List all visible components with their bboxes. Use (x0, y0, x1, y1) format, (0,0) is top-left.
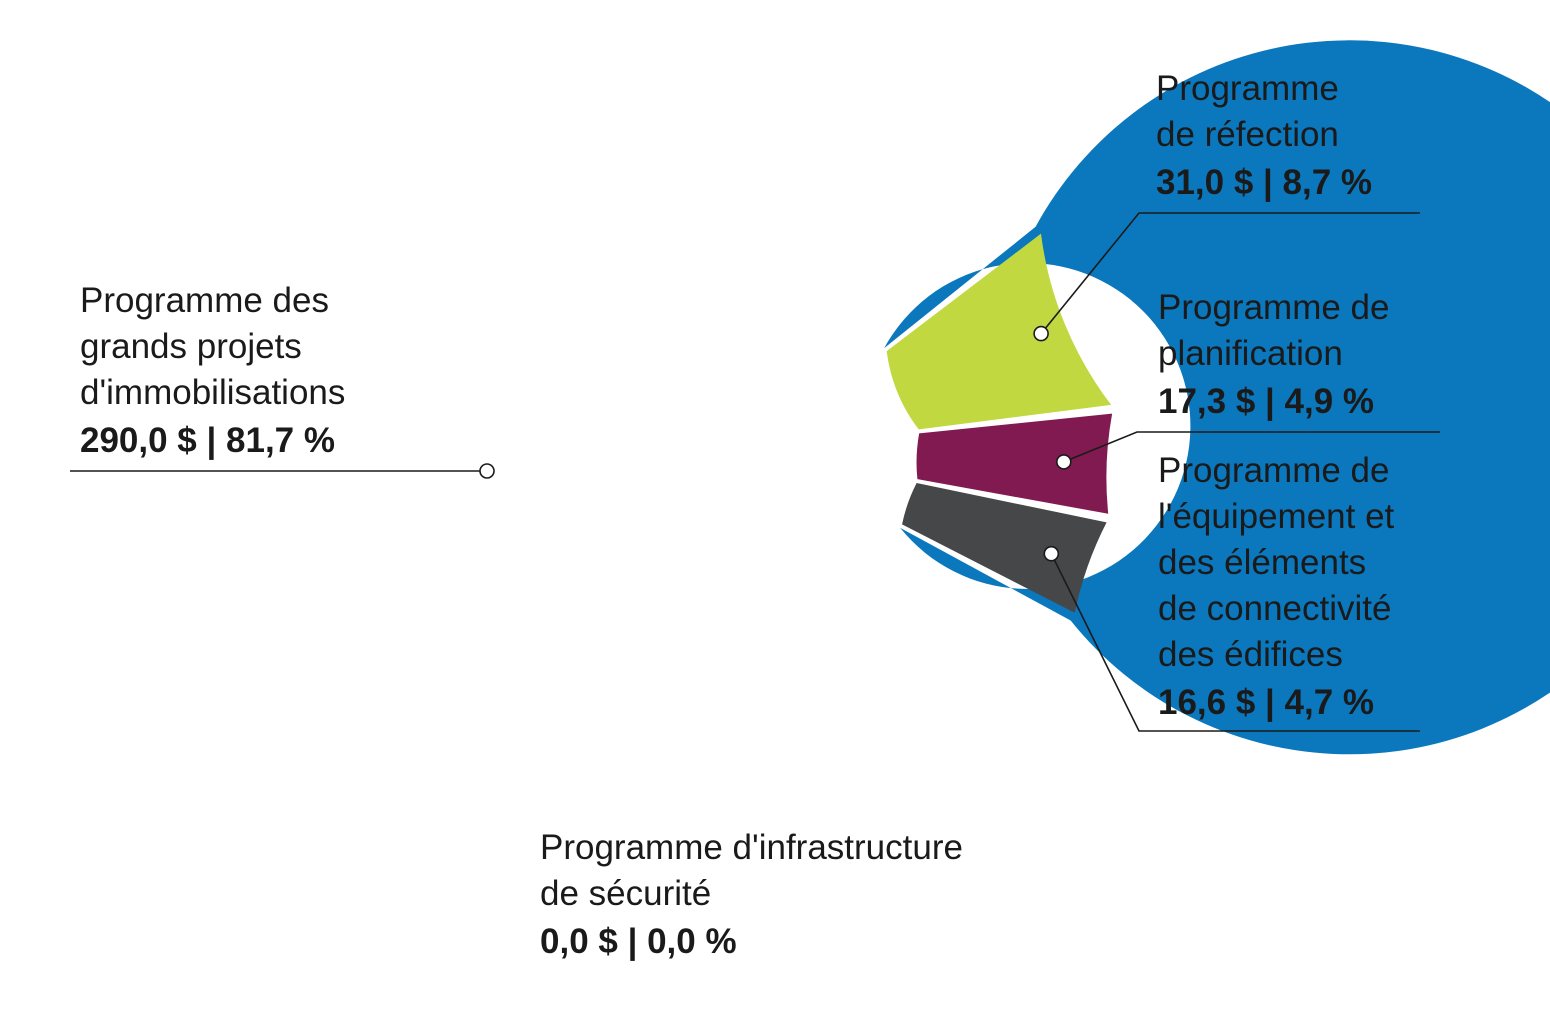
leader-dot (1033, 325, 1049, 342)
slice-label-refection: Programme de réfection 31,0 $ | 8,7 % (1156, 66, 1372, 206)
leader-dot (1043, 545, 1060, 562)
slice-label-line: Programme de (1158, 451, 1390, 490)
slice-label-line: de connectivité (1158, 589, 1392, 628)
leader-dot (479, 463, 495, 479)
leader-dot (1056, 454, 1072, 470)
slice-equipement (902, 483, 1107, 613)
slice-label-line: l'équipement et (1158, 497, 1395, 536)
slice-label-equipement: Programme de l'équipement et des élément… (1158, 448, 1394, 726)
slice-label-line: Programme des (80, 281, 329, 320)
slice-label-line: des éléments (1158, 543, 1367, 582)
slice-label-line: de sécurité (540, 874, 712, 913)
slice-label-securite: Programme d'infrastructure de sécurité 0… (540, 825, 963, 965)
slice-label-line: Programme de (1158, 288, 1390, 327)
slice-grands-projets (884, 40, 1550, 755)
slice-label-line: de réfection (1156, 115, 1339, 154)
slice-label-line: grands projets (80, 327, 302, 366)
slice-value-label: 16,6 $ | 4,7 % (1158, 683, 1375, 722)
slice-label-grands-projets: Programme des grands projets d'immobilis… (80, 278, 345, 464)
leader-line (1040, 212, 1420, 335)
slice-refection (886, 233, 1112, 430)
leader-line (1063, 431, 1440, 463)
slice-label-line: des édifices (1158, 635, 1343, 674)
slice-label-line: d'immobilisations (80, 373, 346, 412)
slice-value-label: 0,0 $ | 0,0 % (540, 922, 737, 961)
leader-line (1050, 553, 1420, 732)
slice-label-line: planification (1158, 334, 1343, 373)
slice-label-line: Programme (1156, 69, 1339, 108)
slice-value-label: 290,0 $ | 81,7 % (80, 421, 335, 460)
slice-label-line: Programme d'infrastructure (540, 828, 963, 867)
slice-value-label: 31,0 $ | 8,7 % (1156, 163, 1373, 202)
slice-value-label: 17,3 $ | 4,9 % (1158, 382, 1375, 421)
slice-planification (916, 413, 1113, 514)
slice-label-planification: Programme de planification 17,3 $ | 4,9 … (1158, 285, 1389, 425)
